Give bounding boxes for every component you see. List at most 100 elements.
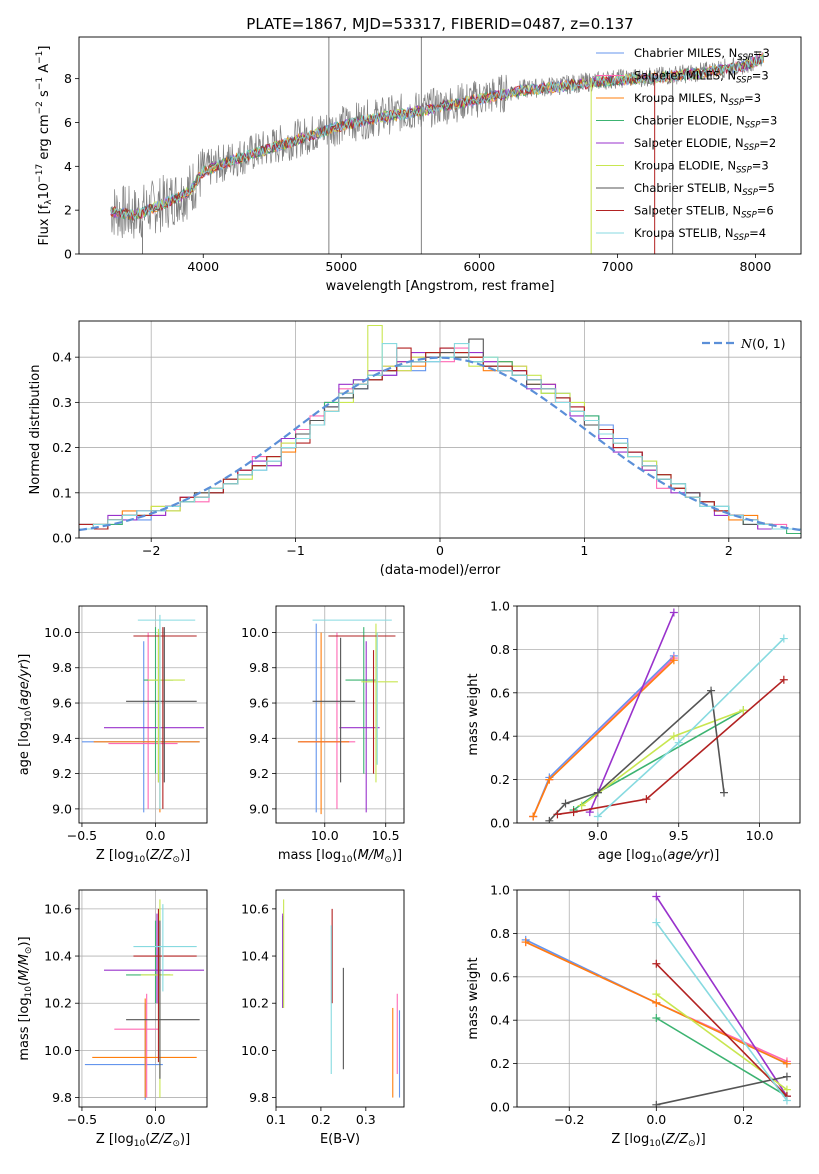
y-tick-label: 10.0	[44, 1043, 72, 1058]
label-part: mass [log	[17, 997, 32, 1060]
label-part: 10	[37, 183, 52, 200]
label-part: mass weight	[466, 957, 481, 1039]
axes-frame	[78, 889, 208, 1108]
label-part: (	[17, 706, 32, 711]
axes-frame	[516, 889, 801, 1108]
legend-sub: SSP	[741, 211, 757, 221]
label-part: 10	[134, 1139, 146, 1149]
y-tick-label: 1.0	[490, 883, 510, 898]
legend-label: Kroupa STELIB, NSSP=4	[634, 226, 766, 243]
y-axis-label: mass weight	[466, 957, 481, 1039]
weight-marker-kroupa_miles	[652, 998, 661, 1007]
weight-marker-salpeter_stelib	[642, 795, 651, 804]
y-tick-label: 9.2	[52, 766, 72, 781]
y-axis-label: mass [log10(M/M⊙)]	[17, 936, 34, 1060]
legend-name: Chabrier ELODIE, N	[634, 114, 745, 128]
axes-frame	[516, 605, 801, 824]
data-spectrum-line	[110, 51, 764, 239]
x-tick-label: 0.2	[311, 1112, 331, 1127]
y-tick-label: 0.8	[490, 642, 510, 657]
label-part: A	[37, 64, 52, 77]
x-tick-label: 0.1	[266, 1112, 286, 1127]
x-tick-label: 7000	[601, 259, 633, 274]
x-axis-label: age [log10(age/yr)]	[598, 848, 720, 865]
legend-count: =6	[757, 204, 774, 218]
y-tick-label: 10.6	[44, 901, 72, 916]
legend-sub: SSP	[742, 188, 758, 198]
y-tick-label: 0	[64, 247, 72, 262]
panel-residuals: −2 −1 0 1 2 0.0 0.1 0.2 0.3 0.4 N(0, 1) (data-model…	[28, 320, 802, 578]
y-tick-label: 0.2	[490, 772, 510, 787]
legend-sub: SSP	[736, 166, 752, 176]
weight-marker-kroupa_miles	[782, 1059, 791, 1068]
label-part: mass weight	[466, 673, 481, 755]
label-part: Z [log	[611, 1132, 649, 1147]
axes-frame	[78, 605, 208, 824]
label-part: s	[37, 90, 52, 101]
y-tick-label: 0.6	[490, 969, 510, 984]
x-tick-label: 0.2	[733, 1112, 753, 1127]
weight-marker-chabrier_stelib	[545, 816, 554, 823]
label-part: Z [log	[96, 848, 134, 863]
panel-mass_vs_ebv: 0.1 0.2 0.3 9.8 10.0 10.2 10.4 10.6 E(B-V)	[241, 889, 405, 1147]
y-tick-label: 10.2	[241, 996, 269, 1011]
legend-name: Chabrier STELIB, N	[634, 181, 742, 195]
legend-name: Salpeter MILES, N	[634, 69, 736, 83]
y-tick-label: 10.0	[241, 1043, 269, 1058]
axes-frame	[275, 605, 405, 824]
label-part: (	[17, 981, 32, 986]
x-tick-label: −2	[142, 543, 160, 558]
axes-frame	[78, 320, 802, 539]
label-part: Z/Z	[149, 848, 173, 863]
label-part: −17	[35, 164, 45, 183]
label-part: age [log	[598, 848, 651, 863]
x-tick-label: 5000	[325, 259, 357, 274]
x-tick-label: −0.5	[67, 828, 97, 843]
weight-line-salpeter_elodie	[589, 612, 675, 813]
label-part: )]	[696, 1132, 706, 1147]
y-tick-label: 0.4	[490, 1013, 510, 1028]
label-part: (	[145, 848, 150, 863]
weight-marker-salpeter_elodie	[652, 892, 661, 901]
weight-marker-chabrier_elodie	[652, 1014, 661, 1023]
legend-args: (0, 1)	[752, 336, 786, 351]
legend-label: Chabrier ELODIE, NSSP=3	[634, 114, 777, 131]
weight-marker-kroupa_stelib	[782, 1096, 791, 1105]
y-axis-label: mass weight	[466, 673, 481, 755]
label-part: ⊙	[172, 1139, 180, 1149]
panel-spectrum: 4000 5000 6000 7000 8000 0 2 4 6 8 Chabrier MILES,…	[35, 36, 802, 294]
legend-label: Salpeter STELIB, NSSP=6	[634, 204, 774, 221]
y-tick-label: 9.8	[249, 1090, 269, 1105]
legend-label: N(0, 1)	[740, 336, 786, 351]
y-tick-label: 9.8	[52, 1090, 72, 1105]
y-tick-label: 0.4	[52, 350, 72, 365]
panel-age_vs_mass: 10.0 10.5 9.0 9.2 9.4 9.6 9.8 10.0 mass [log10(M…	[241, 605, 405, 865]
weight-marker-chabrier_stelib	[719, 788, 728, 797]
y-tick-label: 9.4	[52, 731, 72, 746]
x-axis-label: wavelength [Angstrom, rest frame]	[326, 279, 555, 294]
weight-line-chabrier_stelib	[656, 1075, 788, 1106]
label-part: (	[661, 1132, 666, 1147]
label-part: Flux [f	[37, 204, 52, 245]
legend-count: =3	[753, 46, 770, 60]
x-tick-label: 10.0	[746, 828, 774, 843]
y-tick-label: 2	[64, 203, 72, 218]
y-tick-label: 0.8	[490, 926, 510, 941]
plot-area-spectrum	[110, 37, 765, 254]
label-part: ]	[37, 46, 52, 51]
legend-sub: SSP	[734, 233, 750, 243]
legend-label: Kroupa MILES, NSSP=3	[634, 91, 761, 108]
label-part: Z/Z	[665, 1132, 689, 1147]
x-tick-label: 0.0	[646, 1112, 666, 1127]
label-part: mass [log	[278, 848, 341, 863]
x-tick-label: 0.0	[146, 1112, 166, 1127]
weight-marker-kroupa_elodie	[739, 706, 748, 715]
label-part: E(B-V)	[320, 1132, 360, 1147]
panel-weight_vs_age: 9.0 9.5 10.0 0.0 0.2 0.4 0.6 0.8 1.0 age [log10(a…	[466, 599, 801, 865]
y-tick-label: 8	[64, 71, 72, 86]
label-part: (	[662, 848, 667, 863]
weight-marker-kroupa_stelib	[779, 634, 788, 643]
weight-marker-kroupa_stelib	[593, 812, 602, 821]
legend-label: Salpeter ELODIE, NSSP=2	[634, 136, 776, 153]
y-tick-label: 4	[64, 159, 72, 174]
